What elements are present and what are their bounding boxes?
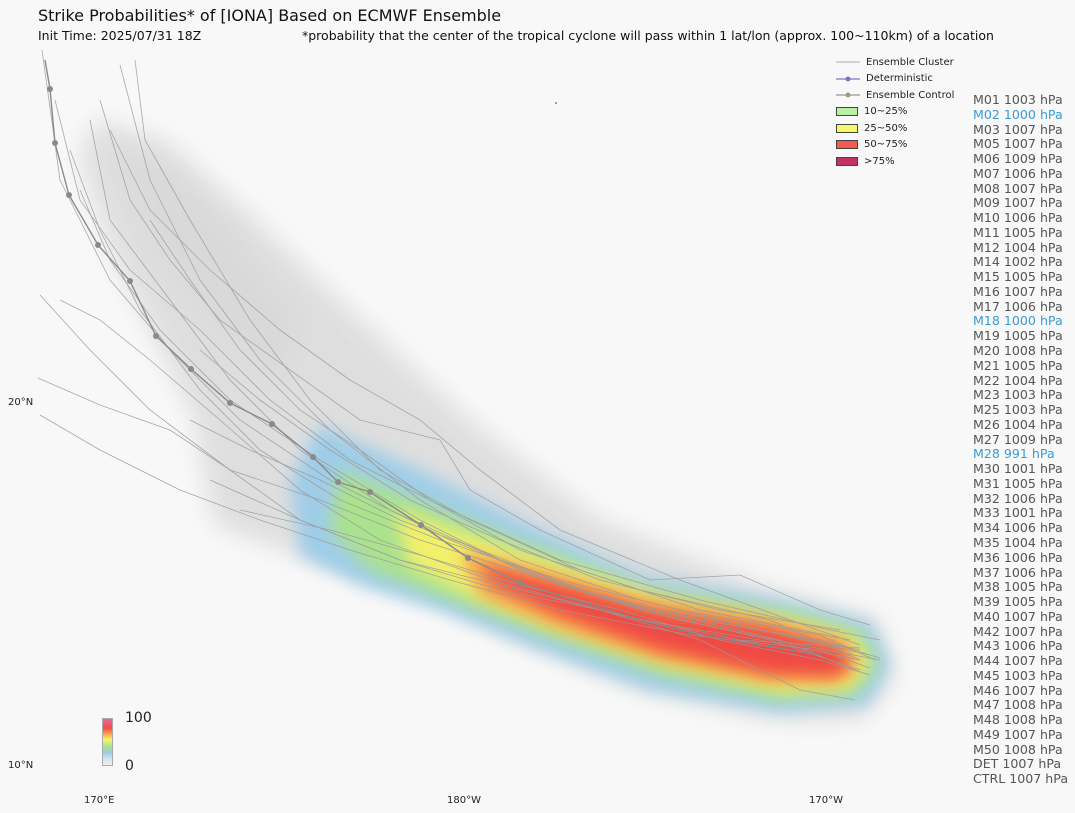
member-entry: M21 1005 hPa (973, 357, 1063, 373)
member-entry: M05 1007 hPa (973, 136, 1063, 152)
swath-low-gray (80, 120, 895, 720)
member-entry: M47 1008 hPa (973, 697, 1063, 713)
member-entry: M19 1005 hPa (973, 328, 1063, 344)
member-entry: M30 1001 hPa (973, 461, 1063, 477)
colorbar-min-label: 0 (125, 758, 134, 774)
member-entry: M36 1006 hPa (973, 549, 1063, 565)
legend-swatch (836, 140, 858, 150)
legend-bin-10-25: 10~25% (836, 104, 954, 121)
member-entry: M10 1006 hPa (973, 210, 1063, 226)
member-entry: M18 1000 hPa (973, 313, 1063, 329)
member-entry: M37 1006 hPa (973, 564, 1063, 580)
member-entry: M15 1005 hPa (973, 269, 1063, 285)
colorbar (102, 718, 113, 766)
member-entry: DET 1007 hPa (973, 756, 1062, 772)
init-time: Init Time: 2025/07/31 18Z (38, 28, 202, 43)
lon-label-170w: 170°W (809, 795, 843, 806)
legend-swatch (836, 156, 858, 166)
member-entry: M11 1005 hPa (973, 224, 1063, 240)
ensemble-tracks (37, 49, 881, 701)
member-entry: M25 1003 hPa (973, 402, 1063, 418)
lat-label-10n: 10°N (8, 760, 34, 771)
legend-swatch (836, 123, 858, 133)
legend-bin-50-75: 50~75% (836, 137, 954, 154)
member-entry: M22 1004 hPa (973, 372, 1063, 388)
member-entry: M50 1008 hPa (973, 741, 1063, 757)
member-entry: CTRL 1007 hPa (973, 771, 1069, 787)
member-entry: M26 1004 hPa (973, 416, 1063, 432)
member-entry: M09 1007 hPa (973, 195, 1063, 211)
member-entry: M12 1004 hPa (973, 239, 1063, 255)
legend-bin-75-plus: >75% (836, 153, 954, 170)
member-entry: M33 1001 hPa (973, 505, 1063, 521)
member-entry: M38 1005 hPa (973, 579, 1063, 595)
member-entry: M02 1000 hPa (973, 106, 1063, 122)
legend-cluster: Ensemble Cluster (836, 56, 954, 68)
member-entry: M43 1006 hPa (973, 638, 1063, 654)
legend: Ensemble Cluster Deterministic Ensemble … (836, 54, 954, 170)
legend-swatch (836, 107, 858, 117)
member-entry: M08 1007 hPa (973, 180, 1063, 196)
member-entry: M48 1008 hPa (973, 712, 1063, 728)
member-entry: M06 1009 hPa (973, 151, 1063, 167)
member-entry: M31 1005 hPa (973, 475, 1063, 491)
colorbar-max-label: 100 (125, 710, 152, 726)
member-entry: M07 1006 hPa (973, 165, 1063, 181)
member-entry: M17 1006 hPa (973, 298, 1063, 314)
member-entry: M40 1007 hPa (973, 608, 1063, 624)
legend-bin-25-50: 25~50% (836, 120, 954, 137)
control-track (44, 59, 821, 656)
lon-label-170e: 170°E (84, 795, 115, 806)
member-entry: M39 1005 hPa (973, 594, 1063, 610)
member-entry: M34 1006 hPa (973, 520, 1063, 536)
legend-deterministic: Deterministic (836, 71, 954, 88)
member-entry: M27 1009 hPa (973, 431, 1063, 447)
member-entry: M35 1004 hPa (973, 534, 1063, 550)
member-entry: M01 1003 hPa (973, 92, 1063, 107)
member-entry: M20 1008 hPa (973, 343, 1063, 359)
lon-label-180w: 180°W (447, 795, 481, 806)
footnote: *probability that the center of the trop… (302, 28, 994, 43)
lat-label-20n: 20°N (8, 397, 34, 408)
member-entry: M32 1006 hPa (973, 490, 1063, 506)
member-entry: M45 1003 hPa (973, 667, 1063, 683)
member-entry: M28 991 hPa (973, 446, 1055, 462)
member-entry: M46 1007 hPa (973, 682, 1063, 698)
member-entry: M16 1007 hPa (973, 283, 1063, 299)
chart-title: Strike Probabilities* of [IONA] Based on… (38, 6, 502, 25)
member-entry: M14 1002 hPa (973, 254, 1063, 270)
member-entry: M42 1007 hPa (973, 623, 1063, 639)
swath-red (480, 565, 850, 676)
member-pressure-list: M01 1003 hPa M02 1000 hPa M03 1007 hPa M05 … (973, 92, 1069, 787)
member-entry: M49 1007 hPa (973, 726, 1063, 742)
member-entry: M03 1007 hPa (973, 121, 1063, 137)
member-entry: M23 1003 hPa (973, 387, 1063, 403)
member-entry: M44 1007 hPa (973, 653, 1063, 669)
legend-control: Ensemble Control (836, 87, 954, 104)
